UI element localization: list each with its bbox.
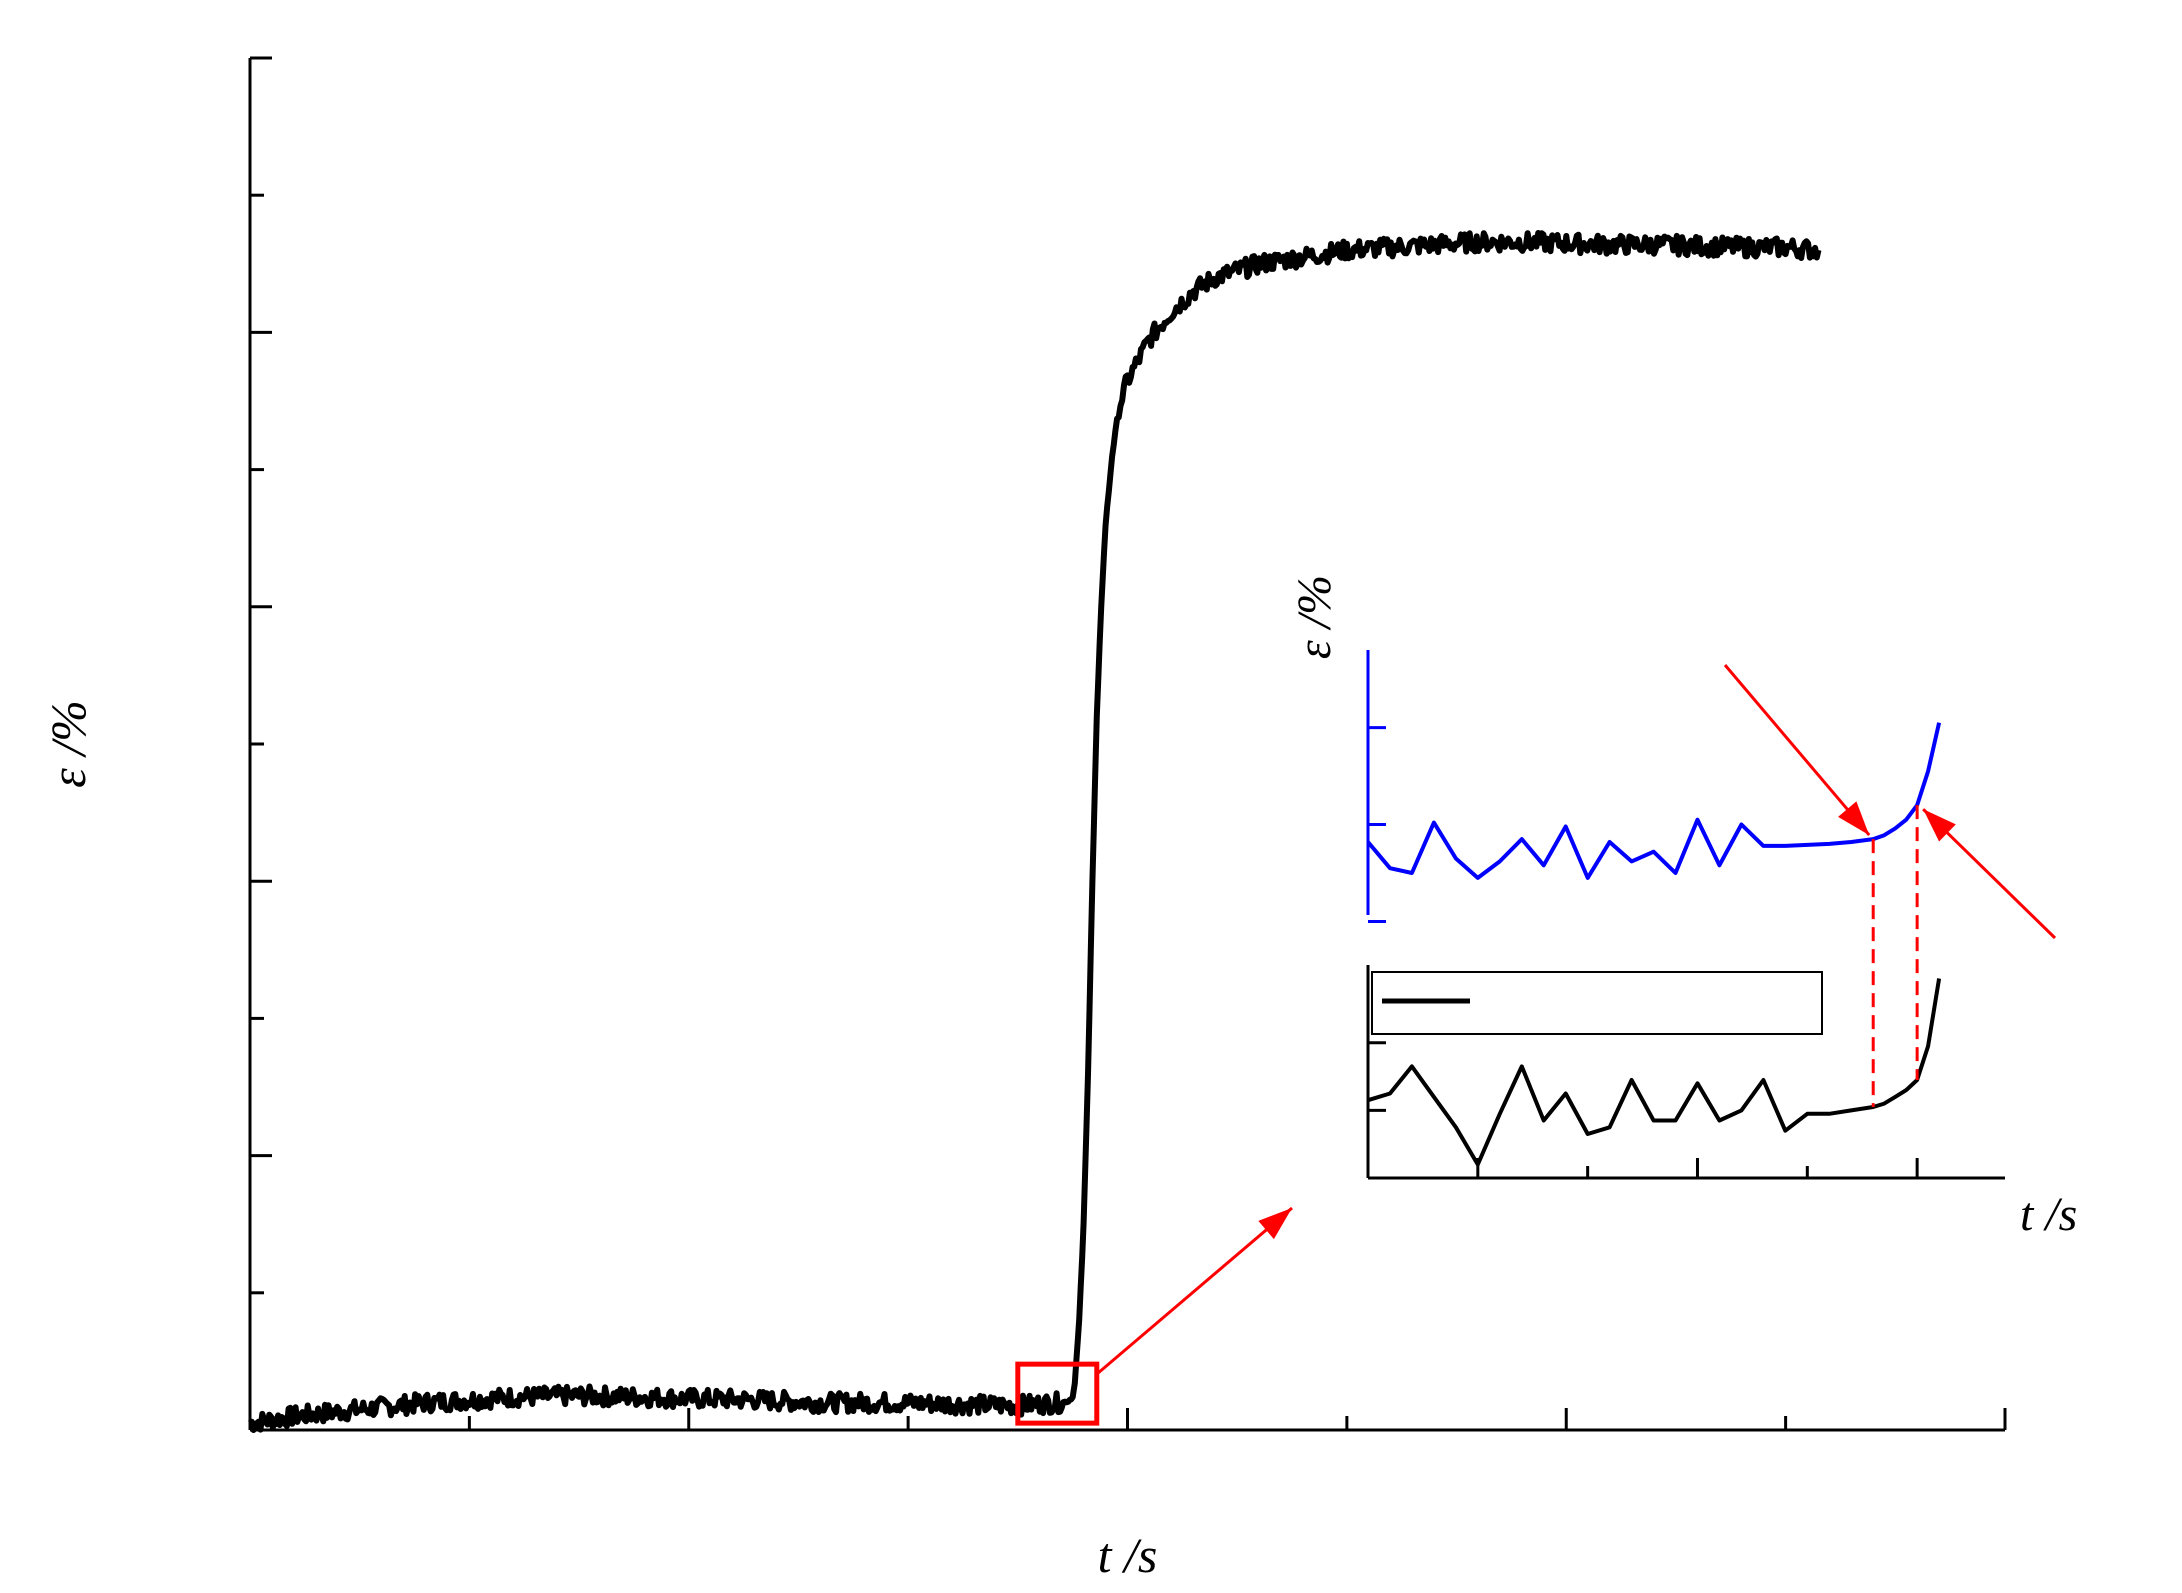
zoom-arrow	[1095, 1206, 1293, 1376]
inset-x-ticks	[1476, 1158, 1919, 1178]
zoom-highlight-box	[1015, 1361, 1100, 1426]
main-chart: t /s ε /%	[40, 56, 2007, 1583]
main-x-ticks	[248, 1408, 2007, 1430]
point-b-arrow	[1922, 808, 2057, 940]
point-a-arrow-head	[1838, 801, 1870, 836]
inset-axes	[1366, 650, 2005, 1180]
inset-bottom-y-ticks	[1368, 1041, 1386, 1180]
point-a-arrow	[1723, 664, 1871, 837]
zoom-arrow-head	[1258, 1208, 1292, 1240]
inset-chart: t /s ε /%	[1288, 575, 2077, 1241]
inset-strain-series-line	[1366, 722, 1942, 880]
zoom-arrow	[1095, 1206, 1293, 1376]
main-y-axis-label: ε /%	[40, 700, 96, 788]
strain-series-line	[248, 230, 1822, 1433]
inset-y-axis-label: ε /%	[1288, 575, 1341, 659]
strain-curve-slope-series-line	[1367, 978, 1942, 1167]
point-b-arrow-head	[1923, 809, 1956, 842]
legend	[1371, 971, 1823, 1035]
main-y-ticks	[250, 56, 272, 1432]
inset-x-axis-label: t /s	[2020, 1188, 2077, 1241]
annotations	[1723, 664, 2057, 940]
point-a-arrow-shaft	[1723, 664, 1871, 837]
main-axes	[248, 58, 2005, 1432]
inset-markers	[1871, 805, 1919, 1107]
zoom-arrow-shaft	[1095, 1206, 1293, 1376]
main-x-axis-label: t /s	[1098, 1527, 1158, 1583]
inset-top-y-ticks	[1368, 726, 1386, 924]
